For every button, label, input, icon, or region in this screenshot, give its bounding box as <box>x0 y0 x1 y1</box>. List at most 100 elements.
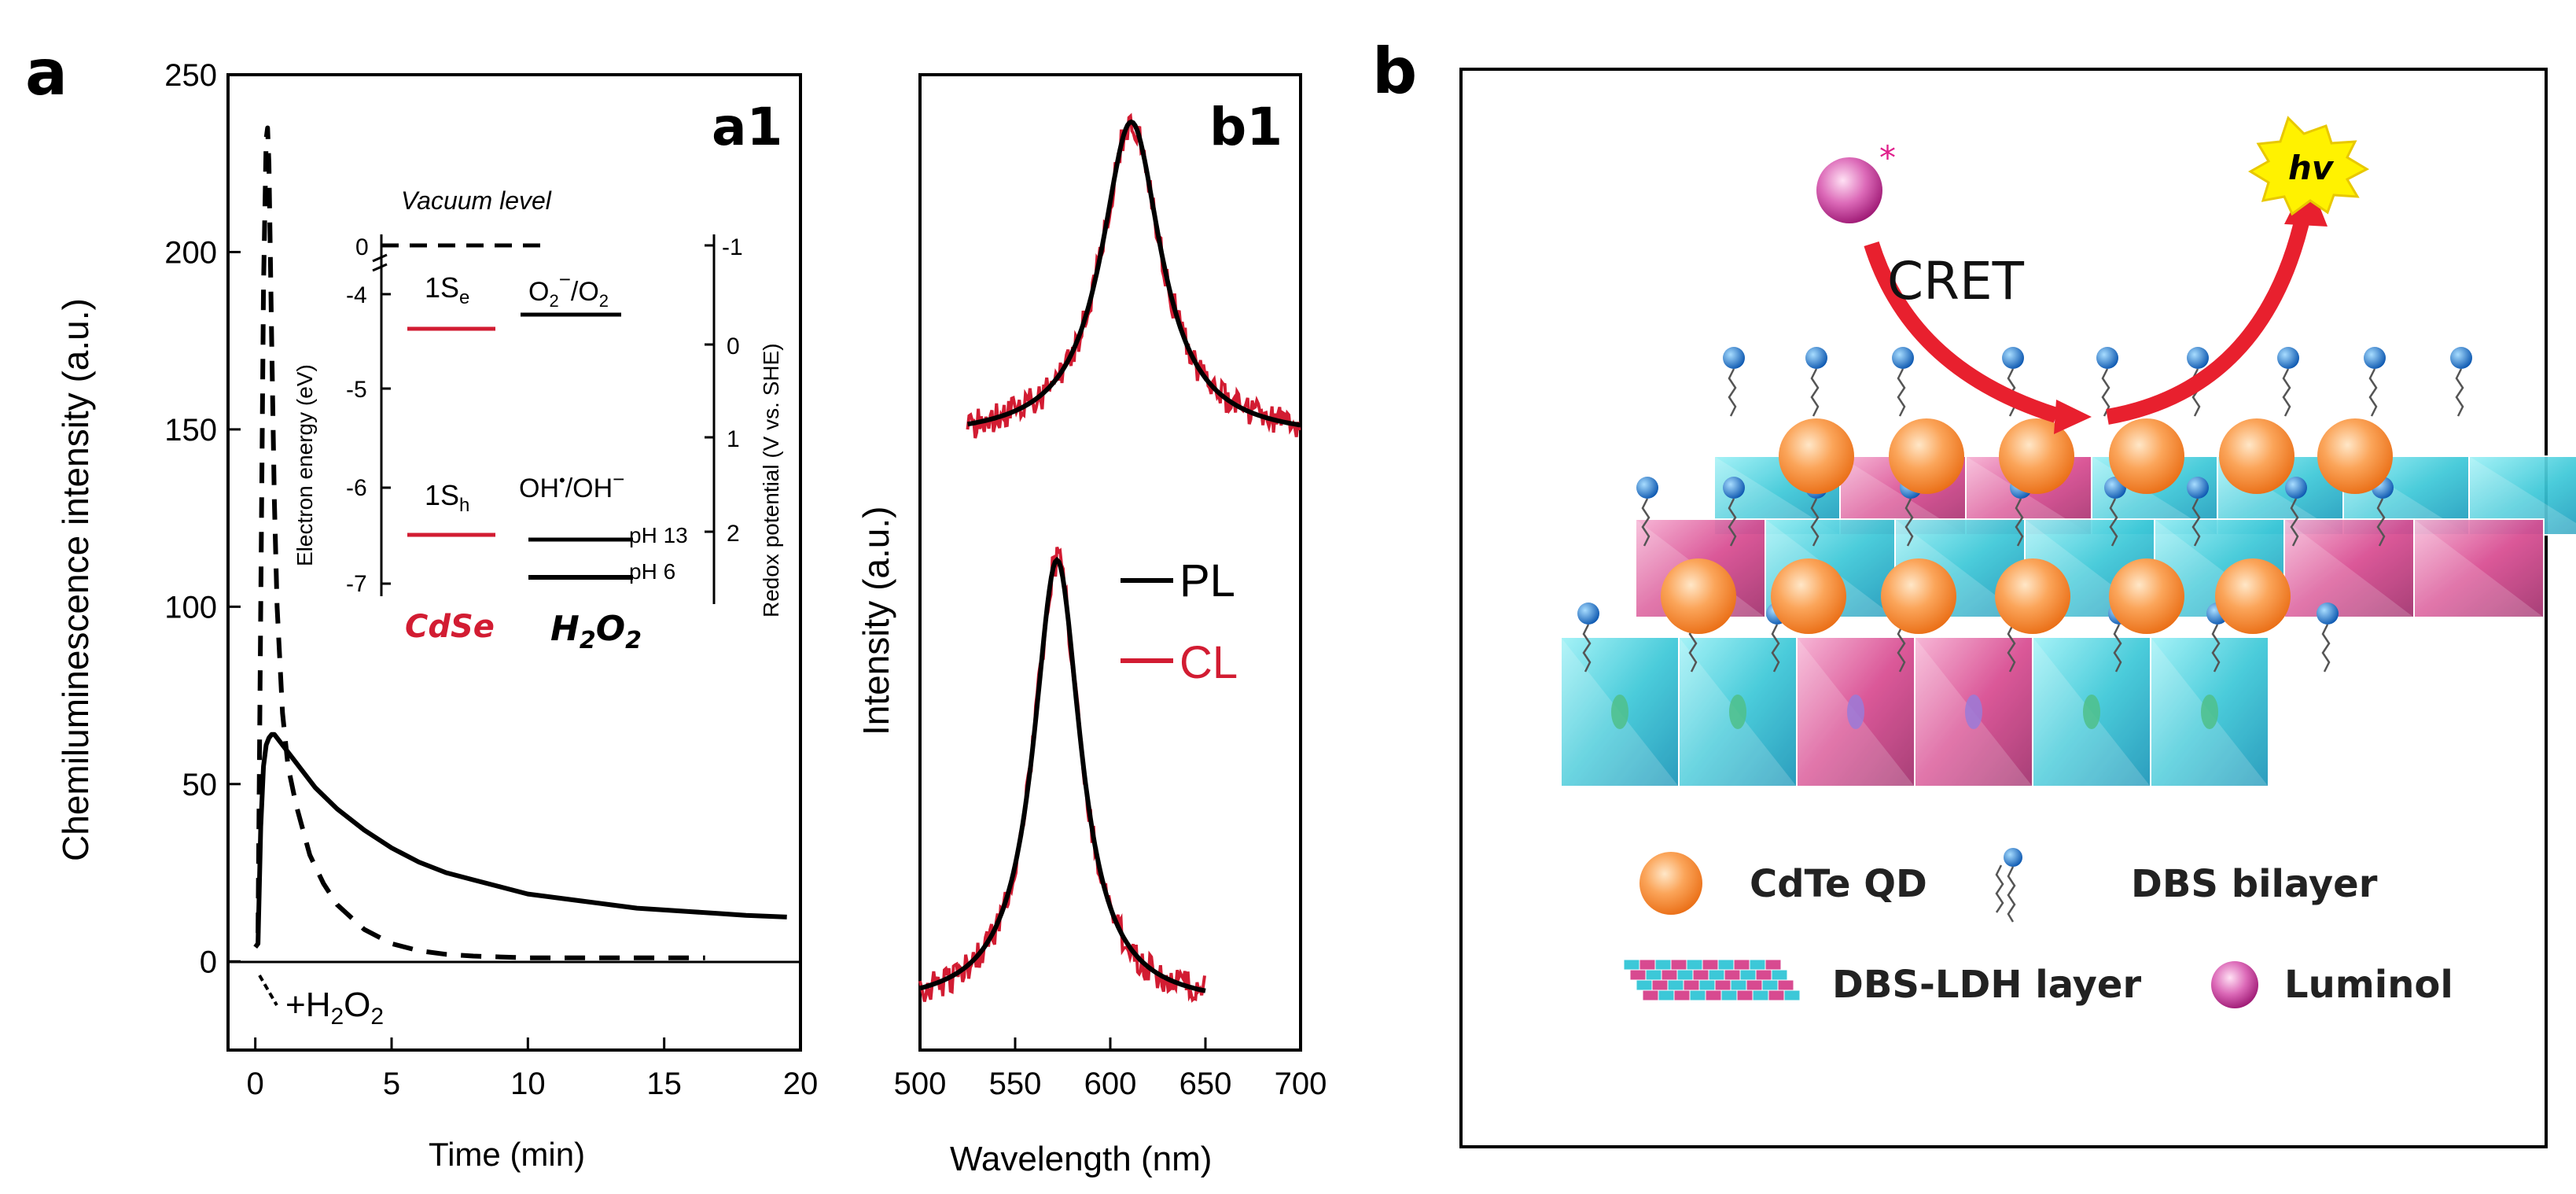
cdte-qd <box>2219 418 2294 494</box>
panel-label-a1: a1 <box>712 97 782 157</box>
bottom-peak-pl-line <box>919 556 1206 993</box>
dbs-head <box>2187 347 2209 369</box>
dbs-head <box>2002 347 2024 369</box>
luminol-molecule <box>1816 157 1882 223</box>
y-tick-label: 250 <box>164 58 217 93</box>
luminol-star: * <box>1879 138 1896 177</box>
legend-dbs-bilayer-icon <box>1995 848 2022 923</box>
ldh-legend-cell <box>1783 989 1801 1001</box>
ldh-legend-cell <box>1629 969 1647 981</box>
y-tick-label: 100 <box>164 590 217 625</box>
dbs-chain <box>2101 368 2110 417</box>
chart-b1-x-ticks: 500 550 600 650 700 <box>894 1037 1327 1101</box>
ldh-legend-cell <box>1705 989 1722 1001</box>
cdte-qd <box>2317 418 2393 494</box>
ldh-legend-cell <box>1636 979 1653 991</box>
cdte-qd <box>1995 558 2070 634</box>
dbs-chain <box>1728 368 1737 417</box>
top-peak-cl-line <box>966 112 1301 439</box>
dbs-chain <box>2290 498 2299 547</box>
dbs-head <box>2096 347 2118 369</box>
top-peak-pl-line <box>967 119 1301 428</box>
hv-burst <box>2248 116 2370 216</box>
legend-qd-icon <box>1639 852 1702 915</box>
cdte-qd <box>1999 418 2074 494</box>
ldh-legend-cell <box>1771 969 1788 981</box>
y-tick-label: 200 <box>164 235 217 270</box>
dbs-chain <box>2321 624 2331 673</box>
cret-arrow-left <box>1864 241 2059 423</box>
ldh-legend-cell <box>1651 979 1669 991</box>
chart-a1-ylabel: Chemiluminescence intensity (a.u.) <box>55 298 96 861</box>
ldh-anion <box>2083 695 2100 729</box>
ph13-label: pH 13 <box>629 523 688 547</box>
dbs-head <box>1636 477 1658 499</box>
dbs-chain <box>2282 368 2291 417</box>
series-line-dashed <box>256 125 705 960</box>
ph6-label: pH 6 <box>629 559 675 584</box>
x-tick-label: 5 <box>383 1067 400 1101</box>
dbs-chain <box>1771 624 1780 673</box>
dbs-chain <box>2109 498 2118 547</box>
oh-label: OH•/OH− <box>519 467 624 503</box>
ldh-legend-cell <box>1639 959 1656 971</box>
dbs-head <box>2317 603 2339 625</box>
ldh-legend-cell <box>1765 959 1782 971</box>
cdte-qd <box>1889 418 1964 494</box>
ldh-legend-cell <box>1673 989 1691 1001</box>
dbs-chain <box>1728 498 1737 547</box>
panel-label-b1: b1 <box>1209 97 1282 157</box>
y-tick-label: 50 <box>182 768 218 802</box>
dbs-head <box>2187 477 2209 499</box>
ldh-legend-cell <box>1670 959 1687 971</box>
ldh-legend-cell <box>1777 979 1794 991</box>
cdte-qd <box>2109 418 2184 494</box>
x-tick-label: 600 <box>1084 1067 1137 1101</box>
legend-luminol-icon <box>2211 961 2258 1008</box>
legend-ldh-layer-label: DBS-LDH layer <box>1832 963 2141 1007</box>
x-tick-label: 20 <box>783 1067 819 1101</box>
x-tick-label: 550 <box>989 1067 1042 1101</box>
y-tick-label: 0 <box>200 945 217 979</box>
axis-break-icon <box>372 253 388 272</box>
legend-qd-label: CdTe QD <box>1750 862 1927 906</box>
cdse-label: CdSe <box>405 609 495 645</box>
ldh-legend-cell <box>1654 959 1672 971</box>
series-line-solid <box>253 732 787 949</box>
inset-title: Vacuum level <box>401 186 552 215</box>
ldh-legend-cell <box>1768 989 1785 1001</box>
ldh-legend-cell <box>1676 969 1694 981</box>
cret-arrow-right <box>2106 210 2312 425</box>
ldh-anion <box>1847 695 1864 729</box>
ldh-legend-cell <box>1708 969 1725 981</box>
h2o2-arrow <box>258 974 278 1007</box>
dbs-head <box>1805 347 1827 369</box>
ldh-legend-cell <box>1720 989 1738 1001</box>
ldh-legend-cell <box>1698 979 1716 991</box>
chart-b1-ylabel: Intensity (a.u.) <box>856 507 896 735</box>
chart-a1-inset: Vacuum level 0 -4 -5 -6 -7 -1 0 1 2 Elec… <box>293 186 783 654</box>
hv-label: hv <box>2288 149 2335 187</box>
dbs-chain <box>2368 368 2378 417</box>
ldh-tile-facet <box>2414 519 2544 617</box>
ldh-legend-cell <box>1689 989 1706 1001</box>
ldh-legend-cell <box>1702 959 1719 971</box>
ldh-legend-cell <box>1724 969 1741 981</box>
inset-right-tick-1: 0 <box>727 334 740 359</box>
ldh-anion <box>1965 695 1982 729</box>
ldh-layers <box>1560 347 2576 787</box>
ldh-legend-cell <box>1749 959 1766 971</box>
cdte-qd <box>1779 418 1854 494</box>
dbs-chain <box>2455 368 2464 417</box>
inset-right-tick-2: 1 <box>727 426 740 452</box>
chart-a1-y-ticks: 0 50 100 150 200 250 <box>164 58 241 979</box>
ldh-legend-cell <box>1692 969 1709 981</box>
ldh-anion <box>1611 695 1628 729</box>
ldh-legend-cell <box>1667 979 1684 991</box>
dbs-head <box>1723 347 1745 369</box>
ldh-legend-cell <box>1714 979 1731 991</box>
ldh-tile <box>2468 455 2576 536</box>
ldh-legend-cell <box>1661 969 1678 981</box>
panel-label-b: b <box>1372 35 1417 108</box>
